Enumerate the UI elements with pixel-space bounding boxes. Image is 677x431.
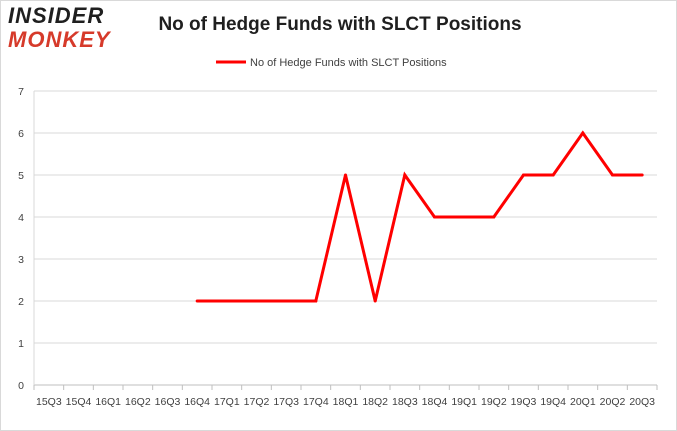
x-tick-label: 19Q3 <box>511 396 537 408</box>
x-tick-label: 16Q2 <box>125 396 151 408</box>
data-point <box>433 215 436 219</box>
x-tick-label: 18Q2 <box>362 396 388 408</box>
data-point <box>640 173 644 177</box>
data-point <box>551 173 555 177</box>
y-tick-label: 3 <box>18 254 24 266</box>
logo-line-2: MONKEY <box>8 27 111 52</box>
x-tick-label: 17Q1 <box>214 396 240 408</box>
gridlines <box>34 90 657 344</box>
x-tick-label: 18Q3 <box>392 396 418 408</box>
data-point <box>314 299 318 303</box>
x-tick-label: 17Q4 <box>303 396 329 408</box>
x-tick-label: 19Q4 <box>540 396 566 408</box>
data-point <box>195 299 199 303</box>
series-line-0 <box>197 130 643 303</box>
y-tick-label: 5 <box>18 170 24 182</box>
x-tick-labels: 15Q3 15Q4 16Q1 16Q2 16Q3 16Q4 17Q1 17Q2 17Q3 17Q4… <box>36 396 655 408</box>
legend-label: No of Hedge Funds with SLCT Positions <box>250 57 447 69</box>
data-point <box>255 299 258 303</box>
y-tick-label: 0 <box>18 380 24 392</box>
axes <box>33 91 658 390</box>
x-tick-label: 20Q1 <box>570 396 596 408</box>
series-group <box>195 130 644 303</box>
chart-title: No of Hedge Funds with SLCT Positions <box>158 14 522 35</box>
y-tick-label: 4 <box>18 212 24 224</box>
x-tick-label: 17Q3 <box>273 396 299 408</box>
x-tick-label: 18Q1 <box>333 396 359 408</box>
data-point <box>462 215 466 219</box>
data-point <box>403 173 407 177</box>
x-tick-label: 20Q2 <box>600 396 626 408</box>
data-point <box>492 215 496 219</box>
insider-monkey-logo: INSIDER MONKEY <box>8 4 126 56</box>
x-tick-label: 16Q4 <box>184 396 210 408</box>
x-tick-label: 19Q2 <box>481 396 507 408</box>
x-tick-label: 18Q4 <box>422 396 448 408</box>
data-point <box>522 173 525 177</box>
data-point <box>581 131 585 135</box>
y-tick-label: 1 <box>18 338 24 350</box>
x-tick-label: 17Q2 <box>244 396 270 408</box>
x-tick-label: 19Q1 <box>451 396 477 408</box>
x-tick-label: 20Q3 <box>629 396 655 408</box>
data-point <box>611 173 614 177</box>
y-tick-label: 2 <box>18 296 24 308</box>
x-tick-label: 15Q4 <box>66 396 92 408</box>
data-point <box>284 299 288 303</box>
data-point <box>225 299 229 303</box>
logo-line-1: INSIDER <box>8 3 105 28</box>
legend: No of Hedge Funds with SLCT Positions <box>216 57 447 69</box>
data-point <box>373 299 377 303</box>
x-tick-label: 16Q3 <box>155 396 181 408</box>
y-tick-label: 7 <box>18 86 24 98</box>
y-tick-labels: 0 1 2 3 4 5 6 7 <box>18 86 24 392</box>
x-tick-label: 16Q1 <box>95 396 121 408</box>
data-point <box>344 173 347 177</box>
y-tick-label: 6 <box>18 128 24 140</box>
x-tick-label: 15Q3 <box>36 396 62 408</box>
